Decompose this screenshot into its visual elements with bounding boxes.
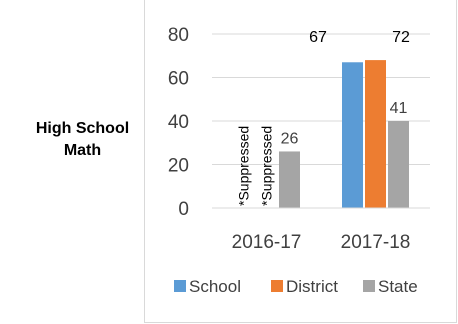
data-label-district-2017-18: 72 — [392, 29, 410, 46]
data-label-state-2017-18: 41 — [390, 100, 408, 117]
legend-label-school: School — [189, 277, 241, 296]
bar-state-2017-18 — [388, 121, 409, 208]
bar-state-2016-17 — [279, 151, 300, 208]
chart-frame — [144, 0, 457, 323]
x-category-label: 2017-18 — [341, 232, 411, 253]
row-label-line1: High School — [35, 120, 130, 137]
legend-swatch-state — [363, 280, 375, 292]
y-tick-label: 40 — [168, 112, 189, 133]
bar-school-2017-18 — [342, 62, 363, 209]
y-tick-label: 0 — [178, 199, 189, 220]
legend-label-state: State — [378, 277, 418, 296]
y-tick-label: 20 — [168, 156, 189, 177]
row-label: High School Math — [20, 118, 145, 162]
data-label-school-2017-18: 67 — [309, 29, 327, 46]
data-label-state-2016-17: 26 — [281, 130, 299, 147]
row-label-line2: Math — [63, 142, 102, 159]
data-label-school-2016-17: *Suppressed — [236, 126, 252, 206]
bar-district-2017-18 — [365, 60, 386, 208]
data-label-district-2016-17: *Suppressed — [259, 126, 275, 206]
legend-swatch-district — [271, 280, 283, 292]
legend-swatch-school — [174, 280, 186, 292]
y-tick-label: 80 — [168, 25, 189, 46]
x-category-label: 2016-17 — [232, 232, 302, 253]
y-tick-label: 60 — [168, 69, 189, 90]
legend-label-district: District — [286, 277, 338, 296]
